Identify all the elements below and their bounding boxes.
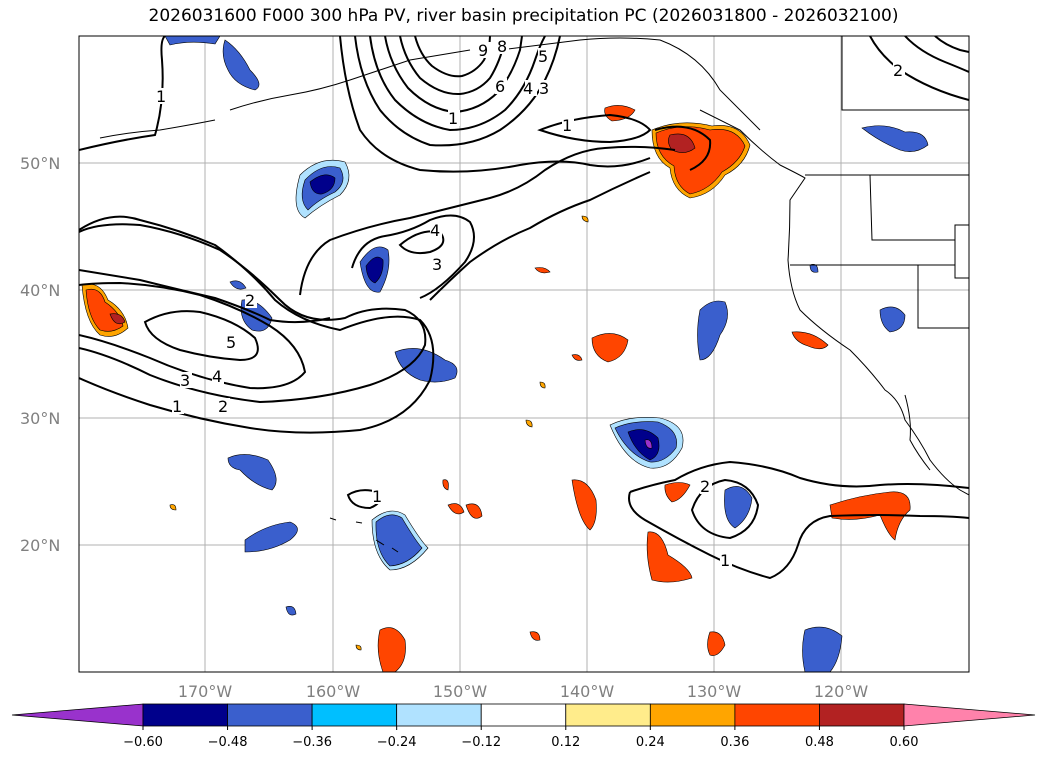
longitude-labels: 170°W 160°W 150°W 140°W 130°W 120°W — [178, 682, 869, 701]
colorbar-extend-min — [11, 703, 144, 727]
latitude-labels: 50°N 40°N 30°N 20°N — [20, 154, 60, 555]
negative-pc-regions — [164, 36, 929, 672]
lon-label-150w: 150°W — [433, 682, 488, 701]
colorbar-segment — [227, 703, 313, 727]
coastlines — [99, 36, 969, 553]
lon-label-120w: 120°W — [814, 682, 869, 701]
colorbar-segment — [565, 703, 651, 727]
pv-label: 2 — [893, 61, 903, 80]
pv-label: 1 — [562, 116, 572, 135]
colorbar-tick-label: 0.12 — [551, 735, 580, 750]
pv-label: 3 — [539, 79, 549, 98]
colorbar-tick-label: 0.48 — [805, 735, 834, 750]
lon-label-130w: 130°W — [687, 682, 742, 701]
pv-label: 5 — [226, 333, 236, 352]
lat-label-30: 30°N — [20, 409, 60, 428]
lon-label-170w: 170°W — [178, 682, 233, 701]
pv-label: 1 — [720, 551, 730, 570]
pv-label: 1 — [372, 487, 382, 506]
pv-label: 4 — [212, 367, 222, 386]
pv-label: 5 — [538, 47, 548, 66]
map-area — [79, 36, 969, 672]
colorbar: −0.60 −0.48 −0.36 −0.24 −0.12 0.12 0.24 0.36 0.4… — [11, 703, 1036, 750]
lat-label-20: 20°N — [20, 536, 60, 555]
colorbar-tick-label: 0.60 — [890, 735, 919, 750]
pv-contour-labels: 9 8 6 4 3 5 1 1 1 4 3 2 5 4 3 2 1 1 2 1 … — [156, 37, 905, 570]
colorbar-tick-label: −0.24 — [377, 735, 417, 750]
colorbar-segment — [396, 703, 482, 727]
lon-label-160w: 160°W — [306, 682, 361, 701]
colorbar-segment — [734, 703, 820, 727]
colorbar-tick-label: −0.12 — [461, 735, 501, 750]
lon-label-140w: 140°W — [560, 682, 615, 701]
colorbar-extend-max — [903, 703, 1036, 727]
pv-label: 2 — [245, 291, 255, 310]
pv-label: 6 — [495, 77, 505, 96]
colorbar-segment — [311, 703, 398, 727]
pv-label: 1 — [156, 87, 166, 106]
colorbar-segment — [649, 703, 736, 727]
pv-label: 1 — [448, 109, 458, 128]
colorbar-tick-label: −0.60 — [123, 735, 163, 750]
pv-label: 4 — [430, 221, 440, 240]
pv-label: 1 — [172, 397, 182, 416]
pv-label: 2 — [218, 397, 228, 416]
colorbar-tick-label: 0.24 — [636, 735, 665, 750]
pv-label: 8 — [497, 37, 507, 56]
pv-label: 4 — [523, 79, 533, 98]
colorbar-segment — [819, 703, 905, 727]
map-title: 2026031600 F000 300 hPa PV, river basin … — [148, 6, 899, 26]
lat-label-40: 40°N — [20, 281, 60, 300]
lat-label-50: 50°N — [20, 154, 60, 173]
pv-label: 9 — [478, 41, 488, 60]
map-frame — [78, 35, 970, 673]
pv-label: 3 — [432, 255, 442, 274]
pv-contours — [79, 36, 969, 580]
colorbar-segment — [142, 703, 228, 727]
colorbar-tick-label: −0.36 — [292, 735, 332, 750]
pv-label: 3 — [180, 371, 190, 390]
colorbar-segment — [480, 703, 567, 727]
colorbar-tick-label: −0.48 — [208, 735, 248, 750]
colorbar-tick-label: 0.36 — [720, 735, 749, 750]
pv-label: 2 — [700, 477, 710, 496]
